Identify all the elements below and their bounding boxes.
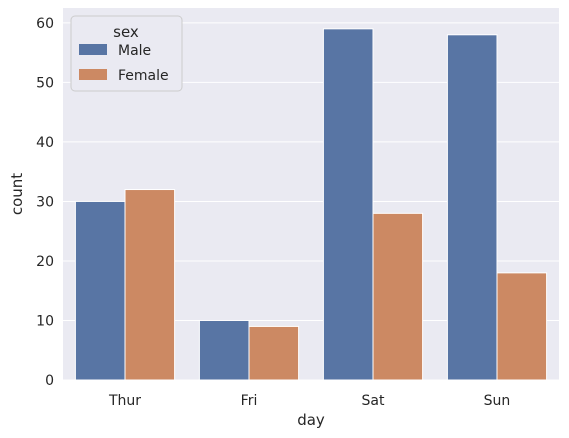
bar-female-sat <box>372 212 424 381</box>
legend-label-male: Male <box>118 43 151 59</box>
bars <box>74 28 548 381</box>
legend-title: sex <box>113 23 139 41</box>
bar-female-fri <box>248 325 300 381</box>
x-axis-ticks: Thur Fri Sat Sun <box>108 393 510 409</box>
legend-swatch-male <box>79 44 107 55</box>
bar-male-sun <box>446 34 498 381</box>
bar-male-sat <box>322 28 374 381</box>
legend-swatch-female <box>79 69 107 80</box>
x-tick-label: Sat <box>362 393 385 409</box>
x-axis-label: day <box>297 411 325 429</box>
bar-male-fri <box>198 319 250 381</box>
legend-label-female: Female <box>118 68 169 84</box>
bar-male-thur <box>74 200 126 381</box>
y-tick-label: 20 <box>36 254 54 270</box>
y-tick-label: 30 <box>36 194 54 210</box>
bar-female-sun <box>496 272 548 381</box>
legend-items: Male Female <box>79 43 169 84</box>
x-tick-label: Fri <box>241 393 258 409</box>
y-tick-label: 50 <box>36 75 54 91</box>
y-tick-label: 60 <box>36 16 54 32</box>
y-tick-label: 10 <box>36 313 54 329</box>
y-axis-label: count <box>8 173 26 215</box>
bar-female-thur <box>124 189 176 381</box>
y-tick-label: 0 <box>45 373 54 389</box>
y-axis-ticks: 0 10 20 30 40 50 60 <box>36 16 54 389</box>
legend: sex Male Female <box>70 15 183 92</box>
x-tick-label: Sun <box>484 393 511 409</box>
y-tick-label: 40 <box>36 135 54 151</box>
x-tick-label: Thur <box>108 393 141 409</box>
